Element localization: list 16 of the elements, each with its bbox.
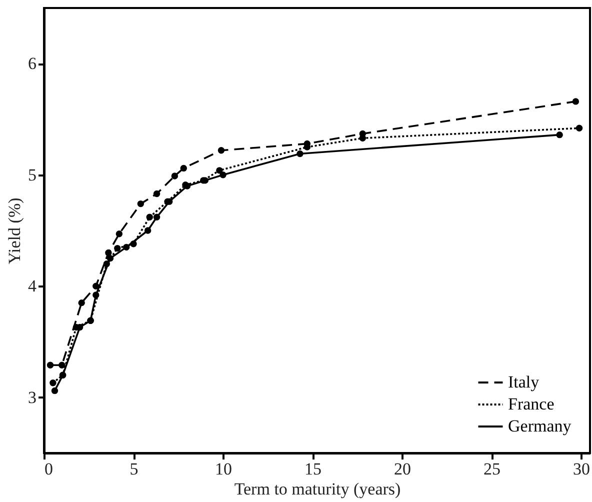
legend-label: France [508, 394, 554, 414]
legend-label: Italy [508, 372, 540, 392]
y-tick-label: 4 [28, 276, 37, 296]
y-axis-title: Yield (%) [5, 198, 24, 264]
legend-label: Germany [508, 416, 572, 436]
x-tick-label: 15 [304, 460, 322, 478]
y-tick-label: 3 [28, 388, 36, 407]
x-tick-label: 20 [394, 460, 412, 478]
y-tick-label: 5 [28, 165, 36, 184]
x-tick-label: 25 [484, 460, 501, 478]
x-tick-label: 0 [44, 460, 53, 478]
x-tick-label: 10 [215, 460, 232, 478]
y-tick-label: 6 [28, 54, 36, 74]
x-axis-title: Term to maturity (years) [234, 480, 401, 498]
x-tick-label: 30 [573, 460, 590, 478]
x-tick-label: 5 [130, 460, 138, 478]
